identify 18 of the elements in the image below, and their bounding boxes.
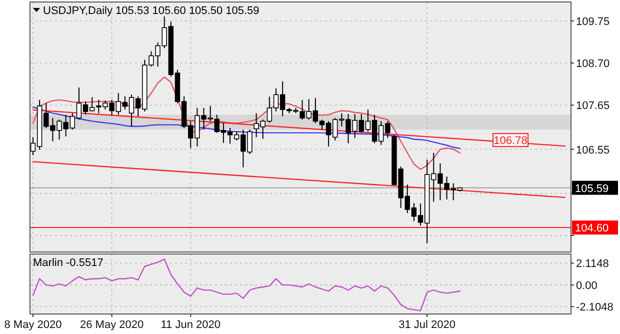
y-tick-label: 0.00 (576, 280, 598, 292)
y-tick-label: 109.75 (576, 16, 610, 28)
y-tick-label: 106.55 (576, 144, 610, 156)
ref-line-label: 105.59 (575, 182, 609, 195)
y-tick-label: 107.65 (576, 100, 610, 112)
y-tick-label: 2.1148 (576, 258, 609, 270)
y-tick-label: 108.70 (576, 58, 610, 70)
ref-line-label: 104.60 (575, 222, 609, 235)
x-tick-label: 31 Jul 2020 (398, 319, 456, 331)
x-tick-label: 11 Jun 2020 (160, 319, 221, 331)
line-series (32, 258, 461, 312)
line-series (32, 76, 461, 170)
x-tick-label: 26 May 2020 (80, 319, 144, 331)
x-tick-label: 8 May 2020 (4, 319, 62, 331)
chart-title: Marlin -0.5517 (33, 257, 104, 269)
y-tick-label: -2.1048 (576, 302, 614, 314)
annotation: 106.78 (494, 135, 528, 148)
chart-title: USDJPY,Daily 105.53 105.60 105.50 105.59 (43, 5, 260, 17)
